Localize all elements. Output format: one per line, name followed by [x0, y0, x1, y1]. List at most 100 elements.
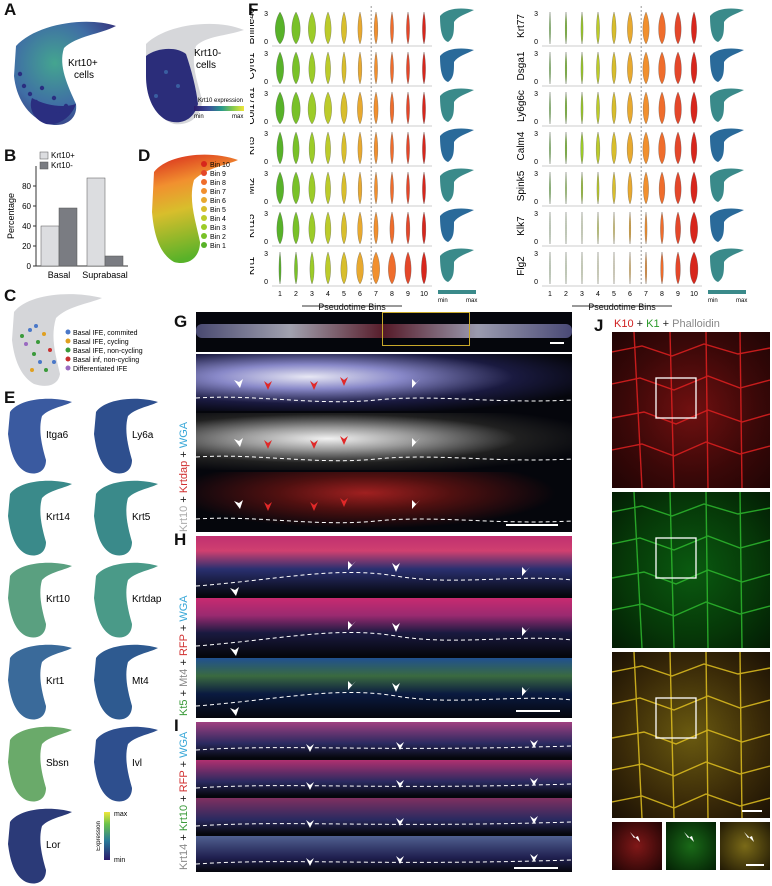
- colorbar-a-max: max: [232, 114, 243, 120]
- inset-colorbar-right: [708, 290, 746, 294]
- x-tick-label: Suprabasal: [82, 270, 128, 280]
- violin: [357, 91, 363, 125]
- cluster-label: Basal IFE, non-cycling: [73, 348, 143, 355]
- violin: [627, 11, 633, 45]
- micrograph-j-zoom-merge: [720, 822, 770, 870]
- x-tick-label: 5: [612, 291, 616, 298]
- colorbar-e-max: max: [114, 811, 128, 818]
- violin: [597, 251, 599, 285]
- violin: [357, 131, 363, 165]
- y-tick-label: 3: [534, 11, 538, 18]
- y-tick-label: 0: [264, 279, 268, 286]
- violin: [690, 51, 698, 85]
- umap-shape: [94, 480, 158, 556]
- inset-umap: [710, 248, 744, 282]
- x-tick-label: 3: [310, 291, 314, 298]
- violin: [549, 211, 551, 245]
- y-tick-label: 3: [534, 251, 538, 258]
- violin: [674, 131, 682, 165]
- violin: [340, 91, 348, 125]
- channel-label-g: Krt10 + Krtdap + WGA: [178, 421, 190, 532]
- violin: [658, 91, 666, 125]
- feature-plot-mt4: Mt4: [94, 644, 158, 720]
- gene-label: Mt4: [132, 676, 149, 687]
- gene-label: Lor: [46, 840, 61, 851]
- y-tick-label: 3: [534, 51, 538, 58]
- y-tick-label: 0: [264, 159, 268, 166]
- feature-plot-krt1: Krt1: [8, 644, 72, 720]
- cluster-label: Differentiated IFE: [73, 366, 128, 373]
- x-tick-label: 6: [628, 291, 632, 298]
- micrograph-i: [196, 722, 572, 872]
- violin: [341, 131, 347, 165]
- bin-swatch: [201, 206, 207, 212]
- feature-plot-ivl: Ivl: [94, 726, 158, 802]
- cluster-label: Basal IFE, cycling: [73, 339, 129, 346]
- micrograph-j-zoom-red: [612, 822, 662, 870]
- violin: [357, 11, 363, 45]
- umap-krt10-pos-dots: [17, 71, 69, 117]
- bin-swatch: [201, 161, 207, 167]
- y-tick-label: 3: [264, 131, 268, 138]
- violin: [292, 211, 300, 245]
- legend-label-b: Krt10-: [51, 161, 73, 170]
- x-tick-label: 3: [580, 291, 584, 298]
- violin: [643, 171, 649, 205]
- violin: [580, 91, 584, 125]
- violin: [549, 11, 551, 45]
- violin: [309, 251, 315, 285]
- bin-label: Bin 6: [210, 198, 226, 205]
- violin: [597, 211, 599, 245]
- umap-shape: [94, 398, 158, 474]
- violin: [660, 251, 664, 285]
- inset-umap: [440, 128, 474, 162]
- gene-label-klk7: Klk7: [516, 216, 527, 236]
- gene-label-calm4: Calm4: [516, 131, 527, 160]
- violin: [325, 51, 331, 85]
- violin: [374, 11, 378, 45]
- gene-label-ly6g6c: Ly6g6c: [516, 90, 527, 122]
- inset-min: min: [438, 298, 448, 304]
- x-tick-label: 1: [278, 291, 282, 298]
- violin: [565, 211, 567, 245]
- gene-label: Krt1: [46, 676, 65, 687]
- inset-umap: [440, 168, 474, 202]
- bin-swatch: [201, 170, 207, 176]
- y-tick-label: 0: [264, 79, 268, 86]
- violin: [596, 171, 600, 205]
- violin: [324, 91, 332, 125]
- cluster-label: Basal inf, non-cycling: [73, 357, 139, 364]
- umap-shape: [8, 726, 72, 802]
- bin-label: Bin 1: [210, 243, 226, 250]
- x-tick-label: 2: [564, 291, 568, 298]
- gene-label: Krt10: [46, 594, 70, 605]
- violin: [690, 211, 698, 245]
- feature-plot-krt14: Krt14: [8, 480, 72, 556]
- x-tick-label: 7: [644, 291, 648, 298]
- violin: [658, 51, 666, 85]
- violin: [292, 131, 300, 165]
- gene-label-dsga1: Dsga1: [516, 51, 527, 80]
- violin: [276, 211, 284, 245]
- violin: [308, 11, 316, 45]
- violin: [660, 211, 664, 245]
- bin-label: Bin 3: [210, 225, 226, 232]
- violin: [580, 11, 584, 45]
- inset-umap: [710, 8, 744, 43]
- umap-shape: [8, 480, 72, 556]
- x-tick-label: 10: [420, 291, 428, 298]
- violin: [674, 91, 682, 125]
- inset-umap: [710, 168, 744, 202]
- y-tick-label: 3: [264, 91, 268, 98]
- bin-label: Bin 10: [210, 162, 230, 169]
- micrograph-j-merge: [612, 652, 770, 818]
- umap-shape: [8, 562, 72, 638]
- cluster-swatch: [65, 329, 71, 335]
- panel-c-umap: Basal IFE, commited Basal IFE, cycling Bas…: [12, 294, 143, 386]
- feature-plot-krt10: Krt10: [8, 562, 72, 638]
- gene-label: Sbsn: [46, 758, 69, 769]
- colorbar-e: max min Expression: [96, 811, 128, 864]
- violin: [406, 211, 410, 245]
- umap-shape: [8, 398, 72, 474]
- violin: [596, 11, 600, 45]
